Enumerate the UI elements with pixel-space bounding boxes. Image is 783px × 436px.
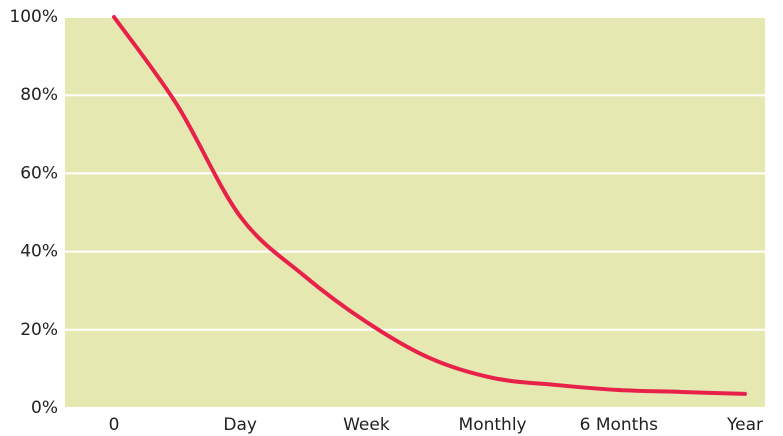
x-tick-label: Monthly: [459, 415, 527, 435]
x-tick-label: 0: [109, 415, 120, 435]
y-tick-label: 20%: [20, 320, 58, 340]
plot-area: [65, 17, 765, 408]
y-tick-label: 80%: [20, 85, 58, 105]
y-tick-label: 100%: [9, 7, 58, 27]
x-tick-label: Week: [343, 415, 390, 435]
line: [112, 15, 747, 396]
y-tick-label: 40%: [20, 242, 58, 262]
y-tick-label: 0%: [31, 398, 58, 418]
x-tick-label: Day: [223, 415, 257, 435]
x-tick-label: 6 Months: [580, 415, 659, 435]
x-tick-label: Year: [726, 415, 763, 435]
y-tick-label: 60%: [20, 163, 58, 183]
